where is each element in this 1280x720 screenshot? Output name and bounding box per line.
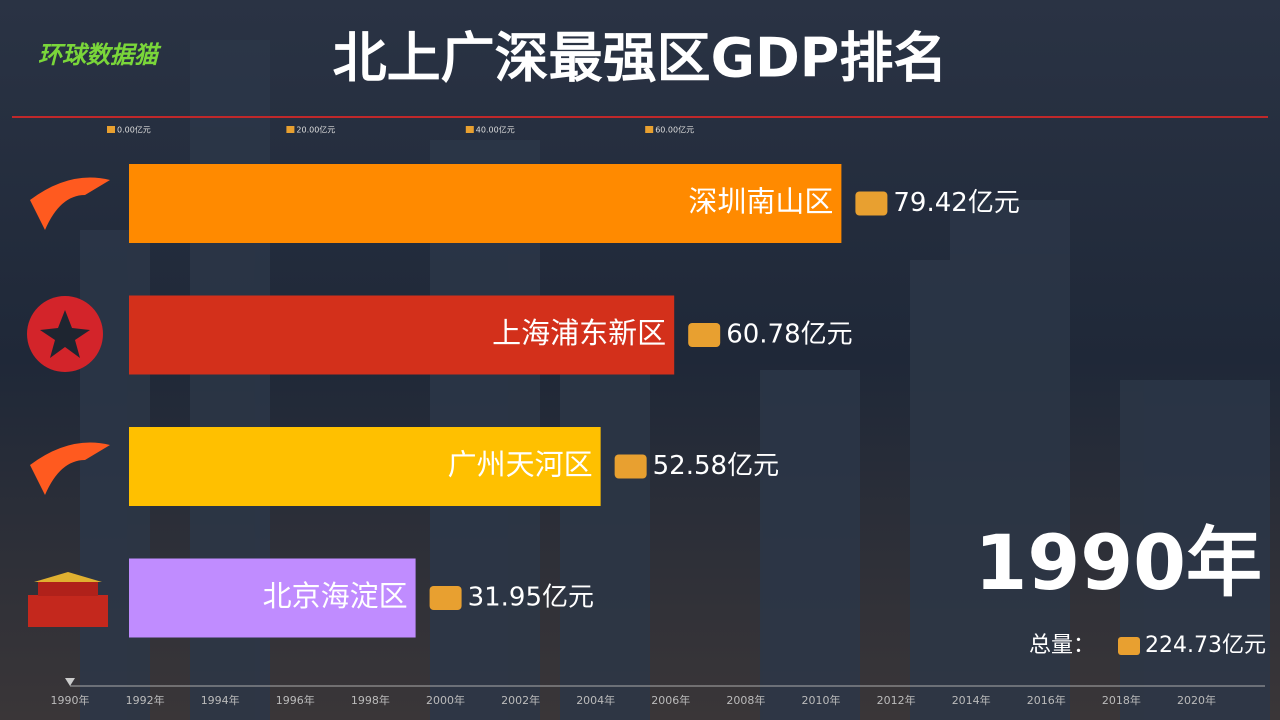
x-tick-label: 0.00亿元 bbox=[117, 125, 151, 135]
timeline-label: 1996年 bbox=[276, 693, 315, 707]
x-tick-icon bbox=[465, 126, 474, 133]
coin-icon bbox=[1118, 637, 1140, 655]
total-value: 224.73亿元 bbox=[1145, 633, 1266, 658]
coin-icon bbox=[688, 323, 721, 347]
timeline-label: 1994年 bbox=[201, 693, 240, 707]
x-tick-icon bbox=[645, 126, 654, 133]
value-label: 52.58亿元 bbox=[653, 451, 779, 481]
total-label: 总量： bbox=[1029, 633, 1095, 658]
bar-category-label: 北京海淀区 bbox=[263, 579, 408, 613]
timeline-label: 2012年 bbox=[877, 693, 916, 707]
logo: 环球数据猫 bbox=[38, 41, 162, 69]
value-label: 79.42亿元 bbox=[893, 188, 1019, 218]
bar bbox=[129, 295, 675, 375]
x-tick-icon bbox=[107, 126, 115, 133]
x-tick-label: 40.00亿元 bbox=[476, 125, 515, 135]
bar bbox=[129, 164, 842, 243]
bar-category-label: 深圳南山区 bbox=[688, 185, 833, 219]
coin-icon bbox=[429, 586, 462, 610]
x-tick-icon bbox=[286, 126, 295, 133]
timeline-label: 1990年 bbox=[51, 693, 90, 707]
x-tick-label: 60.00亿元 bbox=[655, 125, 694, 135]
timeline-label: 2008年 bbox=[726, 693, 765, 707]
timeline-label: 2002年 bbox=[501, 693, 540, 707]
timeline-label: 2020年 bbox=[1177, 693, 1216, 707]
icons bbox=[27, 177, 110, 627]
timeline-label: 2016年 bbox=[1027, 693, 1066, 707]
timeline-label: 2010年 bbox=[802, 693, 841, 707]
bar bbox=[129, 558, 416, 638]
value-label: 31.95亿元 bbox=[468, 583, 594, 613]
chart-title: 北上广深最强区GDP排名 bbox=[333, 27, 948, 90]
bar-category-label: 广州天河区 bbox=[448, 448, 593, 482]
timeline-marker bbox=[65, 678, 75, 686]
x-tick-label: 20.00亿元 bbox=[296, 125, 335, 135]
bar-category-label: 上海浦东新区 bbox=[492, 316, 666, 350]
coin-icon bbox=[614, 454, 647, 479]
timeline-label: 2006年 bbox=[651, 693, 690, 707]
bar bbox=[129, 427, 601, 506]
timeline-label: 1992年 bbox=[126, 693, 165, 707]
timeline-label: 2000年 bbox=[426, 693, 465, 707]
timeline-label: 2014年 bbox=[952, 693, 991, 707]
timeline-label: 2018年 bbox=[1102, 693, 1141, 707]
coin-icon bbox=[855, 191, 888, 216]
year-label: 1990年 bbox=[974, 518, 1262, 607]
value-label: 60.78亿元 bbox=[726, 320, 852, 350]
timeline-label: 1998年 bbox=[351, 693, 390, 707]
timeline-label: 2004年 bbox=[576, 693, 615, 707]
